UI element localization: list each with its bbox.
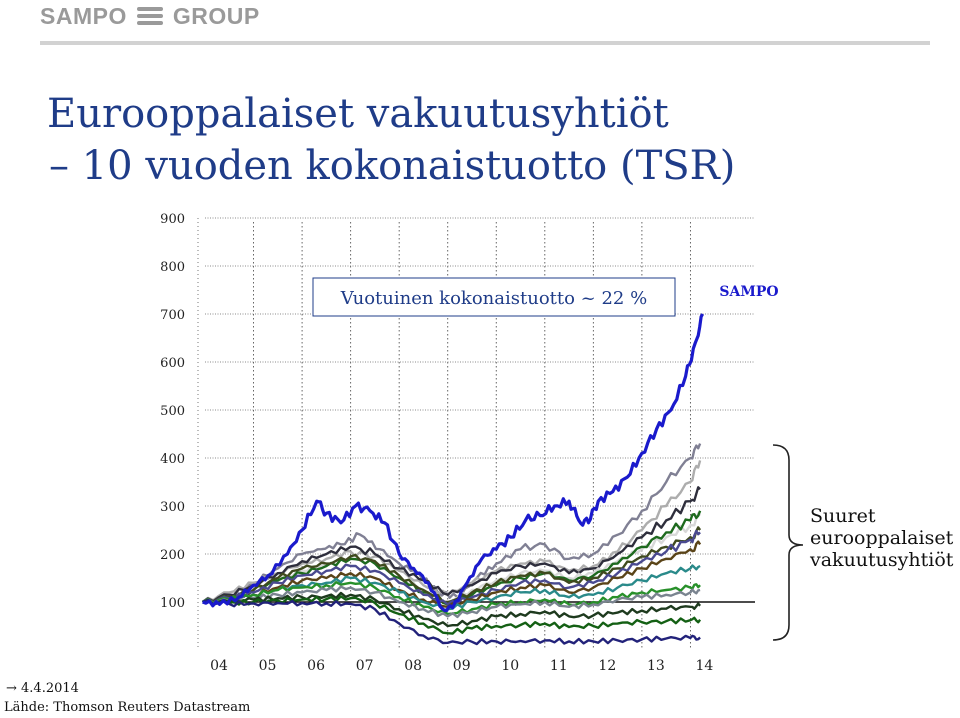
insurer-series-line bbox=[201, 486, 701, 603]
sampo-s-icon bbox=[136, 7, 163, 25]
page-title: Eurooppalaiset vakuutusyhtiöt – 10 vuode… bbox=[47, 88, 847, 192]
y-tick-label: 300 bbox=[160, 500, 185, 515]
x-tick-label: 07 bbox=[356, 658, 374, 674]
title-line-2: – 10 vuoden kokonaistuotto (TSR) bbox=[49, 143, 736, 189]
data-source: Lähde: Thomson Reuters Datastream bbox=[4, 700, 251, 715]
y-tick-label: 700 bbox=[160, 308, 185, 323]
insurer-series-line bbox=[202, 595, 702, 635]
annotation-text: Vuotuinen kokonaistuotto ~ 22 % bbox=[340, 288, 647, 309]
y-tick-label: 600 bbox=[160, 356, 185, 371]
x-tick-label: 11 bbox=[550, 658, 568, 674]
x-tick-label: 08 bbox=[404, 658, 422, 674]
sampo-series-line bbox=[202, 313, 705, 613]
x-tick-label: 09 bbox=[453, 658, 471, 674]
insurer-series-line bbox=[202, 585, 701, 619]
as-of-date: → 4.4.2014 bbox=[6, 681, 79, 696]
logo-text-left: SAMPO bbox=[40, 2, 127, 29]
y-tick-label: 100 bbox=[160, 596, 185, 611]
y-tick-label: 900 bbox=[160, 212, 185, 227]
header-rule bbox=[40, 41, 930, 45]
insurer-series-line bbox=[202, 591, 702, 628]
insurer-series-line bbox=[202, 581, 701, 616]
sampo-group-logo: SAMPO GROUP bbox=[40, 2, 260, 30]
annotation-box bbox=[312, 277, 676, 317]
bracket-label-line: Suuret bbox=[810, 505, 876, 527]
bracket bbox=[772, 444, 804, 641]
y-tick-label: 200 bbox=[160, 548, 185, 563]
bracket-label-line: vakuutusyhtiöt bbox=[809, 549, 954, 571]
x-tick-label: 10 bbox=[501, 658, 519, 674]
x-tick-label: 04 bbox=[210, 658, 228, 674]
insurer-series-line bbox=[202, 599, 701, 646]
insurer-series-line bbox=[202, 529, 701, 606]
x-tick-label: 13 bbox=[647, 658, 665, 674]
y-tick-label: 400 bbox=[160, 452, 185, 467]
y-tick-label: 800 bbox=[160, 260, 185, 275]
tsr-line-chart: 100 200 300 400 500 600 700 800 900 04 05 06 07 08 09 1… bbox=[160, 212, 954, 674]
title-line-1: Eurooppalaiset vakuutusyhtiöt bbox=[47, 91, 669, 137]
tsr-annotation: Vuotuinen kokonaistuotto ~ 22 % bbox=[312, 277, 676, 317]
y-tick-label: 500 bbox=[160, 404, 185, 419]
x-tick-label: 12 bbox=[598, 658, 616, 674]
x-tick-label: 05 bbox=[259, 658, 277, 674]
x-tick-label: 14 bbox=[696, 658, 714, 674]
insurer-series-line bbox=[202, 540, 702, 608]
sampo-label: SAMPO bbox=[719, 284, 778, 300]
logo-text-right: GROUP bbox=[172, 2, 260, 29]
bracket-label-line: eurooppalaiset bbox=[810, 527, 954, 549]
x-tick-label: 06 bbox=[307, 658, 325, 674]
